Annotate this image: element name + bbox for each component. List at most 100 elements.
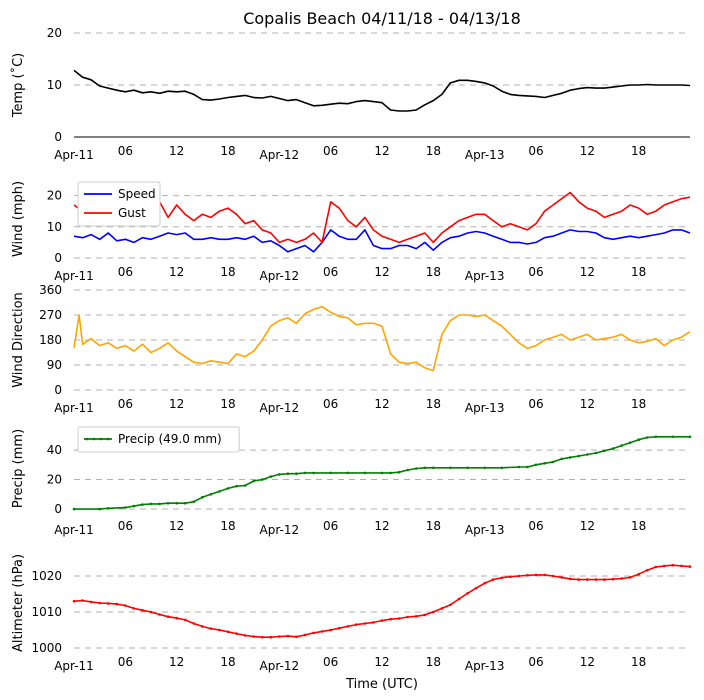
y-axis-label: Precip (mm)	[11, 429, 26, 508]
x-tick-label: 12	[169, 397, 184, 411]
x-tick-label: 12	[580, 655, 595, 669]
data-point	[278, 635, 281, 638]
y-tick-label: 40	[47, 443, 62, 457]
data-point	[500, 466, 504, 470]
legend-marker	[92, 437, 96, 441]
data-point	[509, 575, 512, 578]
data-point	[132, 607, 136, 610]
data-point	[235, 484, 238, 488]
data-point	[355, 623, 358, 626]
data-point	[620, 444, 623, 447]
data-point	[603, 578, 606, 581]
legend-marker	[106, 437, 110, 441]
data-point	[269, 635, 273, 639]
data-point	[526, 574, 529, 577]
data-point	[286, 634, 290, 638]
y-tick-label: 0	[54, 383, 62, 397]
panel-5: 1000 1010 1020 Altimeter (hPa) Apr-11 06 12 18 A…	[11, 554, 692, 673]
legend-box	[77, 181, 161, 227]
data-point	[115, 602, 119, 606]
data-point	[663, 564, 666, 568]
data-point	[243, 634, 247, 637]
data-point	[260, 478, 264, 481]
series-line-gust	[73, 191, 691, 244]
data-point	[680, 564, 683, 568]
data-point	[440, 607, 444, 610]
data-point	[577, 578, 581, 581]
x-tick-label: 18	[220, 397, 235, 411]
data-point	[175, 501, 178, 505]
data-point	[688, 565, 692, 568]
data-point	[363, 471, 367, 475]
series-line-speed	[73, 229, 691, 253]
legend-label: Gust	[118, 206, 146, 220]
y-tick-label: 20	[47, 473, 62, 487]
data-point	[363, 622, 367, 625]
data-point	[183, 501, 187, 505]
data-point	[483, 466, 487, 470]
x-tick-label: Apr-12	[260, 659, 300, 673]
data-point	[483, 581, 487, 585]
x-tick-label: Apr-13	[465, 148, 505, 162]
data-point	[218, 490, 221, 493]
data-point	[303, 471, 307, 475]
x-tick-label: 12	[580, 144, 595, 158]
data-point	[166, 501, 170, 505]
x-tick-label: Apr-11	[54, 148, 94, 162]
x-tick-label: Apr-12	[260, 148, 300, 162]
data-point	[560, 576, 563, 579]
data-point	[628, 441, 632, 445]
legend-marker	[99, 437, 103, 441]
y-tick-label: 360	[39, 283, 62, 297]
data-point	[81, 599, 84, 602]
data-point	[209, 493, 213, 496]
data-point	[611, 447, 615, 450]
data-point	[141, 503, 144, 506]
data-point	[603, 449, 606, 453]
data-point	[149, 502, 153, 506]
y-tick-label: 10	[47, 220, 62, 234]
x-tick-label: Apr-13	[465, 269, 505, 283]
data-point	[329, 628, 333, 632]
data-point	[89, 600, 93, 604]
panel-4: 0 20 40 Precip (mm) Apr-11 06 12 18 Apr-12 06 12 18…	[11, 426, 692, 537]
data-point	[106, 507, 110, 510]
data-point	[466, 592, 469, 595]
data-point	[380, 471, 384, 475]
data-point	[278, 473, 281, 476]
x-tick-label: 12	[374, 397, 389, 411]
x-tick-label: 18	[426, 144, 441, 158]
data-point	[517, 574, 521, 578]
data-point	[474, 586, 478, 590]
data-point	[158, 502, 161, 506]
y-tick-label: 1000	[31, 641, 62, 655]
y-axis-label: Altimeter (hPa)	[11, 554, 26, 652]
x-tick-label: Apr-11	[54, 523, 94, 537]
x-tick-label: 12	[580, 519, 595, 533]
x-tick-label: Apr-12	[260, 401, 300, 415]
data-point	[551, 460, 555, 464]
data-point	[611, 577, 615, 581]
data-point	[457, 597, 461, 601]
x-tick-label: 12	[374, 144, 389, 158]
data-point	[166, 615, 170, 618]
y-axis-label: Wind Direction	[11, 292, 26, 388]
y-tick-label: 0	[54, 251, 62, 265]
y-tick-label: 180	[39, 333, 62, 347]
x-tick-label: 06	[528, 144, 543, 158]
data-point	[201, 496, 204, 499]
data-point	[132, 504, 136, 508]
x-tick-label: 06	[323, 655, 338, 669]
y-axis-label: Temp (˚C)	[10, 53, 26, 119]
data-point	[577, 454, 581, 458]
data-point	[534, 573, 538, 577]
y-tick-label: 20	[47, 189, 62, 203]
data-point	[543, 462, 546, 465]
y-tick-label: 20	[47, 26, 62, 40]
data-point	[500, 576, 504, 580]
x-tick-label: Apr-11	[54, 269, 94, 283]
data-point	[98, 507, 101, 511]
x-tick-label: Apr-12	[260, 269, 300, 283]
x-tick-label: 06	[528, 265, 543, 279]
